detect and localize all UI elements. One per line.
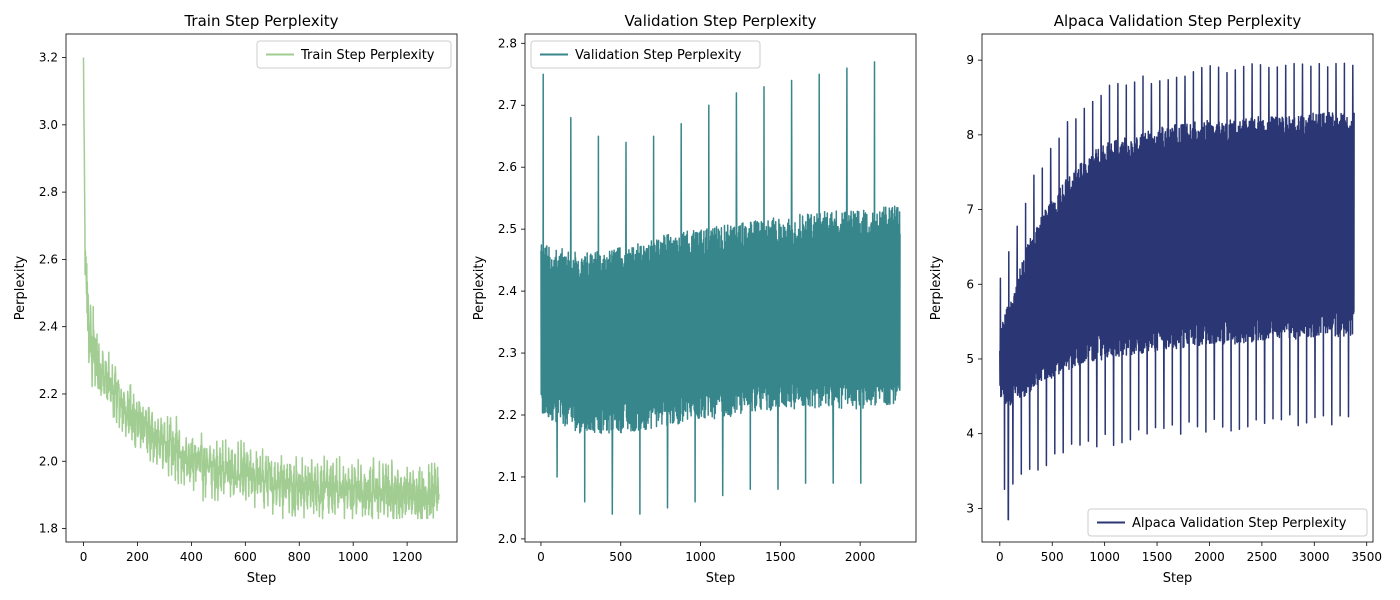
x-tick-label: 500	[1041, 550, 1064, 564]
legend-box	[530, 40, 761, 69]
x-tick-label: 3500	[1351, 550, 1382, 564]
x-tick-label: 1200	[392, 550, 423, 564]
series-line-3	[999, 62, 1355, 521]
axes-frame	[524, 33, 917, 543]
axes-frame	[981, 33, 1374, 543]
x-axis-label: Step	[1163, 571, 1193, 586]
y-tick-label: 2.6	[39, 252, 58, 266]
y-tick-label: 2.6	[498, 160, 517, 174]
y-axis-label: Perplexity	[13, 255, 28, 320]
x-tick-label: 500	[609, 550, 632, 564]
y-tick-label: 7	[966, 203, 974, 217]
x-tick-label: 0	[537, 550, 545, 564]
y-tick-label: 2.2	[39, 387, 58, 401]
y-tick-label: 2.8	[39, 185, 58, 199]
x-tick-label: 800	[288, 550, 311, 564]
chart-title: Validation Step Perplexity	[624, 12, 816, 30]
legend-label: Validation Step Perplexity	[575, 48, 742, 63]
x-tick-label: 3000	[1299, 550, 1330, 564]
x-tick-label: 1500	[1142, 550, 1173, 564]
legend-box	[256, 40, 452, 69]
legend: Train Step Perplexity	[256, 40, 452, 69]
y-tick-label: 3.2	[39, 51, 58, 65]
y-tick-label: 3.0	[39, 118, 58, 132]
y-tick-label: 8	[966, 128, 974, 142]
y-tick-label: 2.1	[498, 470, 517, 484]
y-tick-label: 4	[966, 427, 974, 441]
series-line-1	[82, 57, 440, 520]
x-tick-label: 600	[234, 550, 257, 564]
y-tick-label: 2.2	[498, 408, 517, 422]
y-tick-label: 2.3	[498, 346, 517, 360]
x-tick-label: 1000	[338, 550, 369, 564]
chart1: 0 200 400 600 800 1000 1200 1.8 2.0 2.2 2.4 2.6 2.8 3…	[13, 12, 458, 586]
x-tick-label: 0	[996, 550, 1004, 564]
x-tick-label: 400	[180, 550, 203, 564]
y-tick-label: 6	[966, 277, 974, 291]
y-tick-label: 2.5	[498, 222, 517, 236]
x-tick-label: 1000	[685, 550, 716, 564]
y-tick-label: 5	[966, 352, 974, 366]
y-tick-label: 2.0	[39, 454, 58, 468]
y-tick-label: 1.8	[39, 522, 58, 536]
y-tick-label: 2.4	[39, 320, 58, 334]
x-tick-label: 2500	[1247, 550, 1278, 564]
y-axis-label: Perplexity	[472, 255, 487, 320]
x-tick-label: 200	[126, 550, 149, 564]
series-line-2	[540, 61, 901, 515]
x-axis-label: Step	[247, 571, 277, 586]
x-tick-label: 1500	[765, 550, 796, 564]
y-tick-label: 3	[966, 501, 974, 515]
legend: Validation Step Perplexity	[530, 40, 761, 69]
x-tick-label: 2000	[1194, 550, 1225, 564]
legend-label: Train Step Perplexity	[300, 48, 435, 63]
y-tick-label: 2.0	[498, 532, 517, 546]
chart3: 0 500 1000 1500 2000 2500 3000 3500 3 4 5 6 7 8 9 Alpac…	[929, 12, 1382, 586]
chart-title: Alpaca Validation Step Perplexity	[1054, 12, 1302, 30]
y-tick-label: 2.7	[498, 98, 517, 112]
chart-title: Train Step Perplexity	[183, 12, 338, 30]
y-tick-label: 2.4	[498, 284, 517, 298]
legend: Alpaca Validation Step Perplexity	[1087, 508, 1368, 537]
y-tick-label: 2.8	[498, 36, 517, 50]
chart2: 0 500 1000 1500 2000 2.0 2.1 2.2 2.3 2.4 2.5 2.6 2.7…	[472, 12, 917, 586]
x-axis-label: Step	[706, 571, 736, 586]
y-tick-label: 9	[966, 53, 974, 67]
x-tick-label: 2000	[845, 550, 876, 564]
y-axis-label: Perplexity	[929, 255, 944, 320]
x-tick-label: 1000	[1089, 550, 1120, 564]
x-tick-label: 0	[80, 550, 88, 564]
legend-label: Alpaca Validation Step Perplexity	[1132, 516, 1347, 531]
legend-box	[1087, 508, 1368, 537]
axes-frame	[65, 33, 458, 543]
